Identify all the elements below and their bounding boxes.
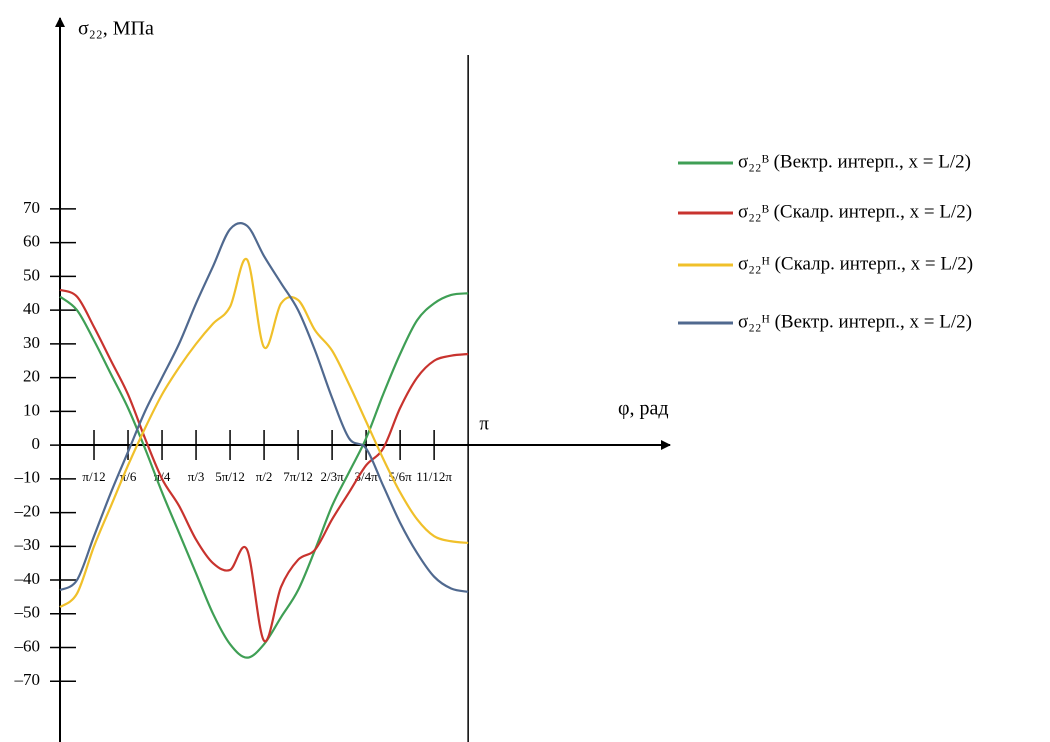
x-tick-label: 11/12π bbox=[416, 469, 452, 484]
legend-label: σ₂₂ᴮ (Вектр. интерп., x = L/2) bbox=[738, 151, 971, 172]
x-tick-label: 5π/12 bbox=[215, 469, 245, 484]
y-tick-label: 60 bbox=[23, 232, 40, 251]
y-tick-label: –40 bbox=[14, 569, 41, 588]
series-line bbox=[59, 257, 469, 608]
legend-label: σ₂₂ᴴ (Скалр. интерп., x = L/2) bbox=[738, 253, 973, 274]
series-line bbox=[59, 292, 469, 659]
y-tick-label: 70 bbox=[23, 198, 40, 217]
y-tick-label: –60 bbox=[14, 636, 41, 655]
series-line bbox=[59, 222, 469, 593]
y-tick-label: 40 bbox=[23, 299, 40, 318]
y-tick-label: –20 bbox=[14, 501, 41, 520]
x-tick-label: π/3 bbox=[188, 469, 205, 484]
y-tick-label: 10 bbox=[23, 400, 40, 419]
y-tick-label: 30 bbox=[23, 333, 40, 352]
y-tick-label: –70 bbox=[14, 670, 41, 689]
x-tick-label: 7π/12 bbox=[283, 469, 313, 484]
y-tick-label: 20 bbox=[23, 367, 40, 386]
y-tick-label: 50 bbox=[23, 265, 40, 284]
y-axis-label: σ₂₂, МПа bbox=[78, 18, 154, 40]
legend-label: σ₂₂ᴴ (Вектр. интерп., x = L/2) bbox=[738, 311, 972, 332]
legend-label: σ₂₂ᴮ (Скалр. интерп., x = L/2) bbox=[738, 201, 972, 222]
y-tick-label: –30 bbox=[14, 535, 41, 554]
y-tick-label: –10 bbox=[14, 468, 41, 487]
x-tick-label: π/12 bbox=[82, 469, 105, 484]
y-tick-label: 0 bbox=[32, 434, 41, 453]
x-axis-label: φ, рад bbox=[618, 398, 669, 420]
x-tick-label: π/2 bbox=[256, 469, 273, 484]
x-tick-label: 2/3π bbox=[320, 469, 344, 484]
series-line bbox=[59, 288, 469, 643]
y-tick-label: –50 bbox=[14, 603, 41, 622]
x-tick-label: π bbox=[479, 413, 489, 434]
